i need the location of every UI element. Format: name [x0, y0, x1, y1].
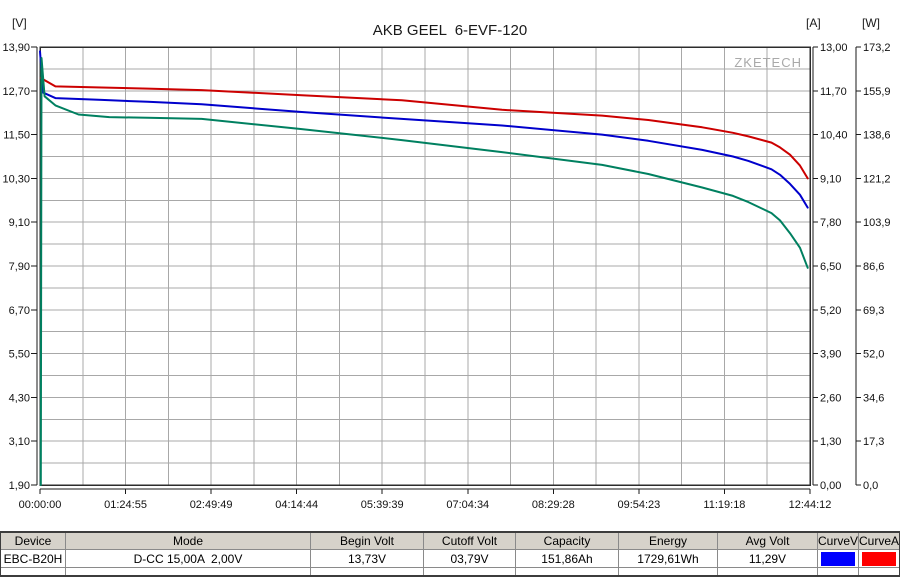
svg-text:86,6: 86,6 — [863, 261, 884, 273]
plot-border — [39, 46, 811, 486]
svg-text:7,80: 7,80 — [820, 217, 841, 229]
cell-mode: D-CC 15,00A 2,00V — [66, 550, 311, 567]
svg-text:173,2: 173,2 — [863, 42, 891, 54]
svg-text:3,90: 3,90 — [820, 349, 841, 361]
power-axis-unit: [W] — [862, 16, 880, 30]
svg-text:6,70: 6,70 — [9, 305, 30, 317]
discharge-chart: 13,90 12,70 11,50 10,30 9,10 7,90 6,70 5,50 4,30… — [2, 42, 891, 511]
svg-text:00:00:00: 00:00:00 — [19, 499, 62, 511]
svg-text:05:39:39: 05:39:39 — [361, 499, 404, 511]
cell-device: EBC-B20H — [1, 550, 66, 567]
svg-text:0,00: 0,00 — [820, 480, 841, 492]
cell-curve-v-swatch[interactable] — [818, 550, 859, 567]
svg-text:4,30: 4,30 — [9, 392, 30, 404]
results-table: Device Mode Begin Volt Cutoff Volt Capac… — [0, 531, 900, 577]
svg-text:12:44:12: 12:44:12 — [789, 499, 832, 511]
header-capacity: Capacity — [516, 533, 619, 549]
svg-text:3,10: 3,10 — [9, 436, 30, 448]
svg-text:04:14:44: 04:14:44 — [275, 499, 318, 511]
svg-text:1,90: 1,90 — [9, 480, 30, 492]
cell-energy: 1729,61Wh — [619, 550, 718, 567]
current-axis-unit: [A] — [806, 16, 821, 30]
svg-text:01:24:55: 01:24:55 — [104, 499, 147, 511]
header-curve-v: CurveV — [818, 533, 859, 549]
header-curve-a: CurveA — [859, 534, 899, 548]
svg-text:103,9: 103,9 — [863, 217, 891, 229]
header-energy: Energy — [619, 533, 718, 549]
svg-text:10,30: 10,30 — [2, 173, 30, 185]
table-header-row: Device Mode Begin Volt Cutoff Volt Capac… — [1, 533, 899, 550]
curve-red — [39, 77, 809, 180]
svg-text:7,90: 7,90 — [9, 261, 30, 273]
chart-title: AKB GEEL 6-EVF-120 — [372, 22, 528, 39]
svg-text:52,0: 52,0 — [863, 349, 884, 361]
svg-text:5,20: 5,20 — [820, 305, 841, 317]
curve-v-color-swatch — [821, 551, 855, 566]
svg-text:11,50: 11,50 — [3, 130, 30, 142]
table-data-row[interactable]: EBC-B20H D-CC 15,00A 2,00V 13,73V 03,79V… — [1, 550, 899, 568]
curve-teal — [39, 57, 809, 486]
voltage-axis-unit: [V] — [12, 16, 27, 30]
svg-text:13,90: 13,90 — [2, 42, 30, 54]
svg-text:69,3: 69,3 — [863, 305, 884, 317]
header-begin-volt: Begin Volt — [311, 533, 424, 549]
cell-capacity: 151,86Ah — [516, 550, 619, 567]
header-mode: Mode — [66, 533, 311, 549]
svg-text:07:04:34: 07:04:34 — [446, 499, 489, 511]
cell-avg-volt: 11,29V — [718, 550, 818, 567]
cell-curve-a-swatch[interactable] — [859, 550, 899, 567]
svg-text:10,40: 10,40 — [820, 130, 848, 142]
svg-text:0,0: 0,0 — [863, 480, 878, 492]
svg-text:12,70: 12,70 — [2, 86, 30, 98]
svg-text:9,10: 9,10 — [9, 217, 30, 229]
header-device: Device — [1, 533, 66, 549]
svg-text:11,70: 11,70 — [820, 86, 847, 98]
svg-text:08:29:28: 08:29:28 — [532, 499, 575, 511]
svg-text:121,2: 121,2 — [863, 173, 891, 185]
axes — [31, 46, 861, 494]
curve-a-color-swatch — [862, 551, 896, 566]
cell-cutoff-volt: 03,79V — [424, 550, 516, 567]
cell-begin-volt: 13,73V — [311, 550, 424, 567]
svg-text:11:19:18: 11:19:18 — [703, 499, 745, 511]
svg-text:13,00: 13,00 — [820, 42, 848, 54]
table-empty-row — [1, 568, 899, 575]
svg-text:2,60: 2,60 — [820, 392, 841, 404]
svg-text:17,3: 17,3 — [863, 436, 884, 448]
svg-text:34,6: 34,6 — [863, 392, 884, 404]
svg-text:9,10: 9,10 — [820, 173, 841, 185]
svg-text:138,6: 138,6 — [863, 130, 891, 142]
svg-text:5,50: 5,50 — [9, 349, 30, 361]
svg-text:6,50: 6,50 — [820, 261, 841, 273]
svg-text:02:49:49: 02:49:49 — [190, 499, 233, 511]
header-cutoff-volt: Cutoff Volt — [424, 533, 516, 549]
svg-text:155,9: 155,9 — [863, 86, 891, 98]
gridlines — [39, 46, 811, 486]
svg-text:1,30: 1,30 — [820, 436, 841, 448]
header-avg-volt: Avg Volt — [718, 533, 818, 549]
curve-blue — [39, 50, 809, 209]
svg-text:09:54:23: 09:54:23 — [617, 499, 660, 511]
